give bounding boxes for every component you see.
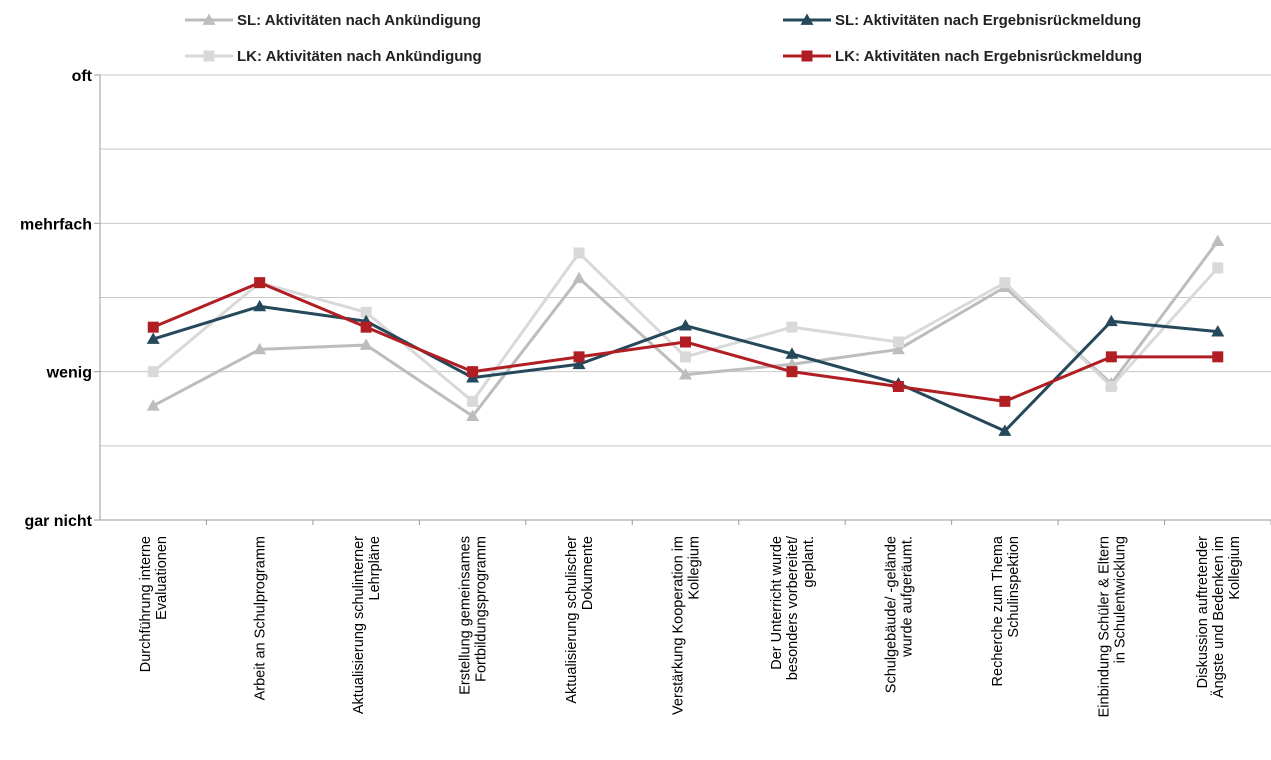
series-2 xyxy=(147,247,1224,407)
x-tick-label-line: in Schulentwicklung xyxy=(1112,536,1128,663)
data-point xyxy=(253,299,267,312)
x-tick-label-line: Kollegium xyxy=(1227,536,1243,600)
data-point xyxy=(891,342,905,355)
legend-item: SL: Aktivitäten nach Ergebnisrückmeldung xyxy=(783,12,1141,29)
data-point xyxy=(573,351,585,363)
x-tick-label-line: Verstärkung Kooperation im xyxy=(671,536,687,715)
y-tick-label: mehrfach xyxy=(20,216,92,233)
data-point xyxy=(466,409,480,422)
data-point xyxy=(680,351,691,363)
data-point xyxy=(892,336,904,348)
legend-marker xyxy=(202,13,216,25)
x-tick-label-line: Erstellung gemeinsames xyxy=(458,536,474,695)
legend-item: SL: Aktivitäten nach Ankündigung xyxy=(185,12,481,29)
data-point xyxy=(147,366,159,378)
x-tick-label-line: Aktualisierung schulinterner xyxy=(351,536,367,714)
x-tick-label-line: Der Unterricht wurde xyxy=(769,536,785,670)
series-4 xyxy=(147,277,1224,407)
data-point xyxy=(1212,262,1224,274)
series-3 xyxy=(146,299,1225,436)
x-tick-label-line: Fortbildungsprogramm xyxy=(474,536,490,682)
x-tick-label-line: Evaluationen xyxy=(154,536,170,620)
legend-marker xyxy=(801,50,813,62)
data-point xyxy=(147,321,159,333)
x-tick-label-line: Aktualisierung schulischer xyxy=(564,536,580,704)
legend: SL: Aktivitäten nach Ankündigung LK: Akti… xyxy=(185,12,1142,65)
x-tick-label: Recherche zum Thema Schulinspektion xyxy=(990,535,1022,686)
x-tick-label-line: Arbeit an Schulprogramm xyxy=(253,536,269,700)
data-point xyxy=(1105,351,1117,363)
x-tick-label: Erstellung gemeinsames Fortbildungsprogra… xyxy=(458,536,490,695)
data-point xyxy=(1211,325,1225,337)
x-tick-label-line: Durchführung interne xyxy=(138,536,154,672)
data-point xyxy=(467,395,479,407)
series-group xyxy=(146,234,1225,436)
x-tick-label-line: wurde aufgeräumt. xyxy=(899,536,915,658)
x-tick-label-line: Kollegium xyxy=(687,536,703,600)
x-tick-label-line: Dokumente xyxy=(580,536,596,610)
x-tick-label: Diskussion auftretender Ängste und Bedenk… xyxy=(1195,536,1243,698)
data-point xyxy=(360,306,372,318)
data-point xyxy=(786,366,798,378)
data-point xyxy=(1105,381,1117,392)
x-tick-label: Aktualisierung schulischer Dokumente xyxy=(564,536,596,704)
x-tick-label: Aktualisierung schulinterner Lehrpläne xyxy=(351,536,383,714)
x-tick-label: Verstärkung Kooperation im Kollegium xyxy=(671,536,703,715)
y-tick-label: oft xyxy=(72,68,93,85)
x-axis-labels: Durchführung interne Evaluationen Arbeit a… xyxy=(138,520,1271,717)
axes xyxy=(99,75,1271,521)
data-point xyxy=(999,395,1011,407)
x-tick-label: Schulgebäude/ -gelände wurde aufgeräumt. xyxy=(883,536,915,693)
data-point xyxy=(786,321,798,333)
x-tick-label: Durchführung interne Evaluationen xyxy=(138,536,170,672)
x-tick-label-line: Schulgebäude/ -gelände xyxy=(883,536,899,693)
x-tick-label: Der Unterricht wurde besonders vorbereite… xyxy=(769,535,817,680)
x-tick-label-line: besonders vorbereitet/ xyxy=(785,535,801,680)
y-axis-ticks: gar nicht wenig mehrfach oft xyxy=(20,68,100,530)
data-point xyxy=(892,381,904,392)
legend-label: SL: Aktivitäten nach Ergebnisrückmeldung xyxy=(835,12,1141,29)
legend-item: LK: Aktivitäten nach Ankündigung xyxy=(185,48,482,65)
data-point xyxy=(359,338,373,350)
x-tick-label-line: Schulinspektion xyxy=(1006,536,1022,638)
data-point xyxy=(680,336,691,348)
gridlines xyxy=(100,74,1271,447)
x-tick-label-line: Lehrpläne xyxy=(367,536,383,601)
data-point xyxy=(467,366,479,378)
x-tick-label-line: Ängste und Bedenken im xyxy=(1210,536,1227,698)
legend-label: SL: Aktivitäten nach Ankündigung xyxy=(237,12,481,29)
x-tick-label: Arbeit an Schulprogramm xyxy=(253,536,269,700)
data-point xyxy=(254,277,266,289)
x-tick-label-line: Recherche zum Thema xyxy=(990,535,1006,686)
data-point xyxy=(679,319,692,331)
x-tick-label: Einbindung Schüler & Eltern in Schulentwi… xyxy=(1096,536,1128,717)
y-tick-label: wenig xyxy=(46,365,92,382)
x-tick-label-line: geplant. xyxy=(801,536,817,588)
data-point xyxy=(999,277,1011,289)
data-point xyxy=(572,357,586,370)
legend-marker xyxy=(800,13,814,25)
legend-label: LK: Aktivitäten nach Ergebnisrückmeldung xyxy=(835,48,1142,65)
x-tick-label-line: Einbindung Schüler & Eltern xyxy=(1096,536,1112,717)
data-point xyxy=(572,271,586,284)
data-point xyxy=(785,347,799,359)
legend-marker xyxy=(203,50,215,62)
data-point xyxy=(998,424,1012,436)
legend-item: LK: Aktivitäten nach Ergebnisrückmeldung xyxy=(783,48,1142,65)
data-point xyxy=(573,247,585,259)
data-point xyxy=(360,321,372,333)
data-point xyxy=(1104,314,1118,327)
data-point xyxy=(1212,351,1224,363)
y-tick-label: gar nicht xyxy=(24,513,92,530)
legend-label: LK: Aktivitäten nach Ankündigung xyxy=(237,48,482,65)
data-point xyxy=(146,332,160,344)
data-point xyxy=(1211,234,1225,247)
data-point xyxy=(146,399,160,411)
data-point xyxy=(253,342,267,355)
x-tick-label-line: Diskussion auftretender xyxy=(1195,536,1211,688)
data-point xyxy=(679,368,692,380)
